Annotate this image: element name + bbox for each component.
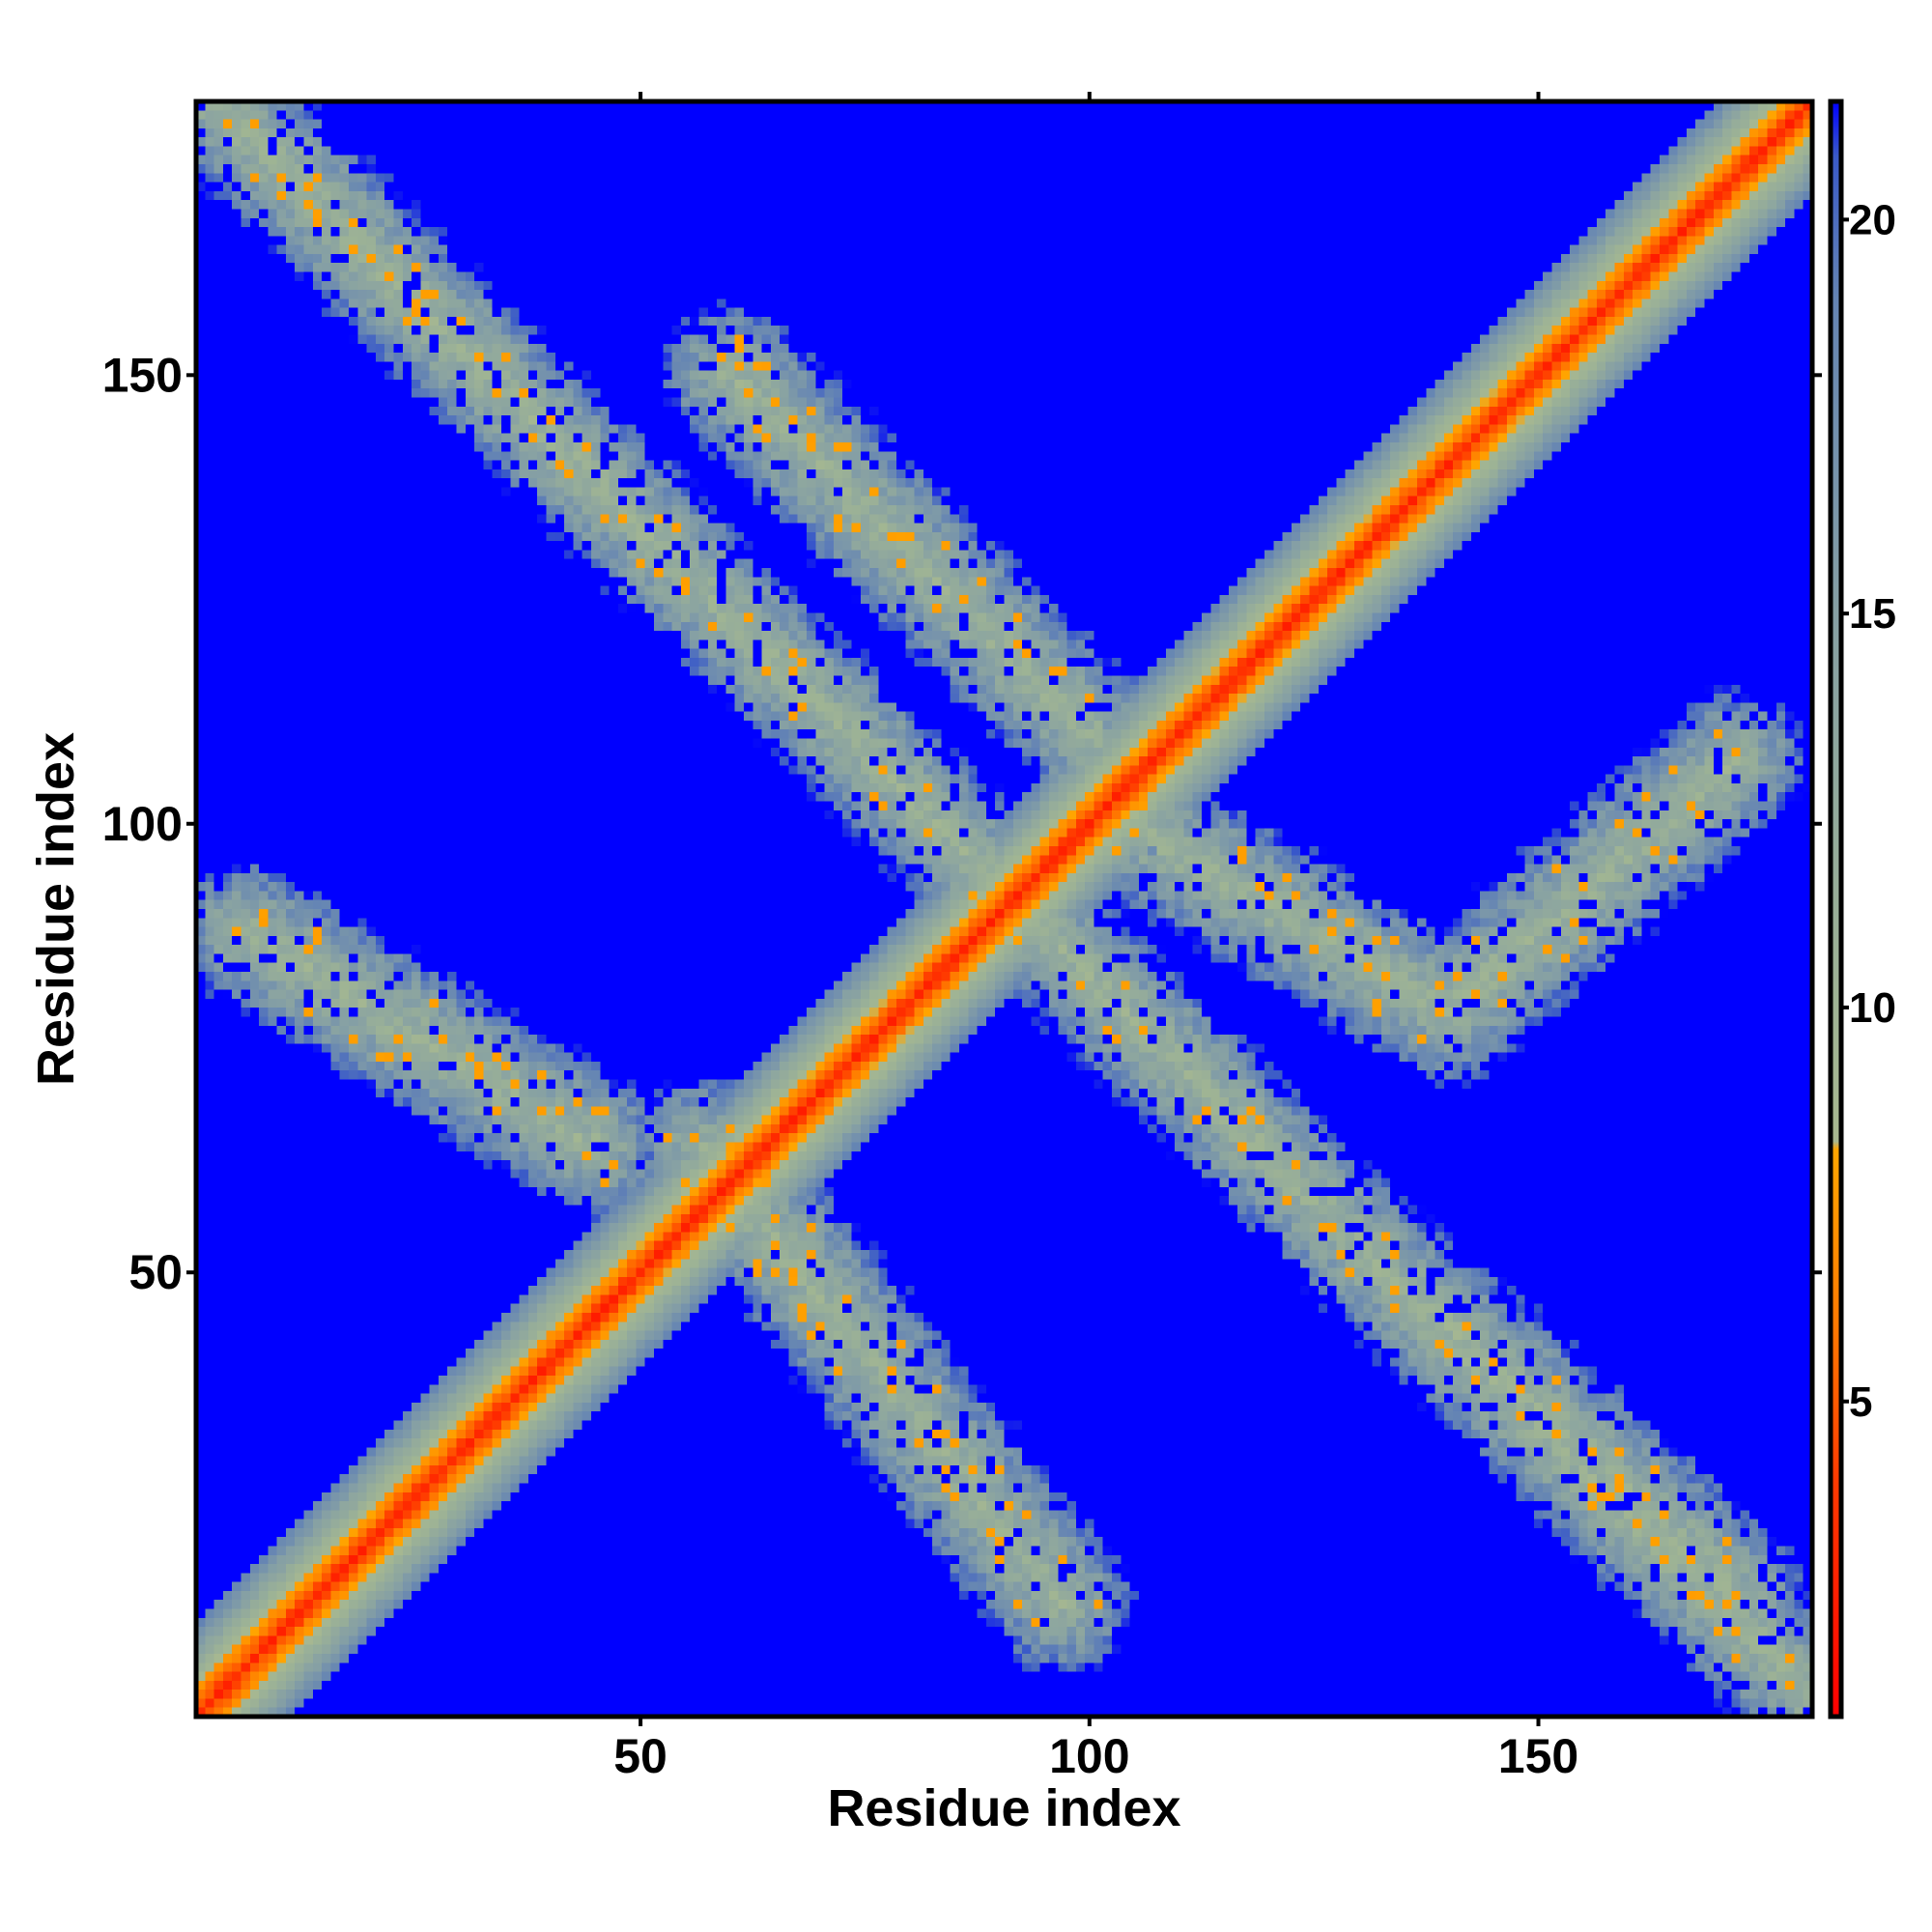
colorbar-ticks: 5 10 15 20 bbox=[1841, 196, 1896, 1426]
colorbar: 5 10 15 20 bbox=[1828, 99, 1896, 1719]
top-axis-ticks bbox=[639, 92, 1541, 101]
colorbar-tick-label: 15 bbox=[1849, 590, 1896, 638]
x-tick-label: 100 bbox=[1049, 1729, 1129, 1783]
colorbar-bar bbox=[1828, 99, 1844, 1719]
x-axis-title: Residue index bbox=[827, 1779, 1180, 1837]
y-tick-label: 50 bbox=[128, 1245, 183, 1299]
x-tick-label: 150 bbox=[1498, 1729, 1578, 1783]
right-axis-ticks bbox=[1812, 373, 1822, 1275]
y-tick-label: 100 bbox=[102, 797, 183, 851]
colorbar-tick-label: 20 bbox=[1849, 196, 1896, 243]
heatmap-cells bbox=[196, 101, 1812, 1717]
x-axis: 50 100 150 bbox=[613, 1717, 1578, 1783]
y-tick-label: 150 bbox=[102, 348, 183, 402]
x-tick-label: 50 bbox=[613, 1729, 668, 1783]
y-axis: 50 100 150 bbox=[102, 348, 196, 1299]
plot-frame bbox=[193, 99, 1815, 1719]
heatmap-raster bbox=[196, 101, 1812, 1717]
colorbar-tick-label: 10 bbox=[1849, 984, 1896, 1032]
colorbar-tick-label: 5 bbox=[1849, 1378, 1872, 1426]
y-axis-title: Residue index bbox=[27, 732, 85, 1086]
